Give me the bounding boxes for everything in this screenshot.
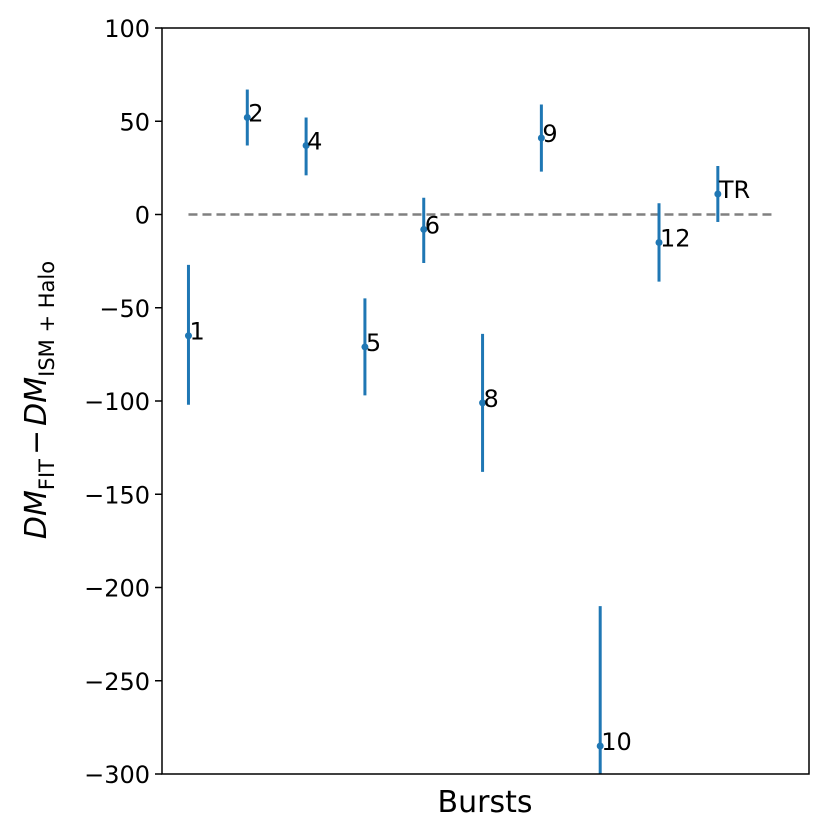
data-point-6 [420, 225, 428, 233]
point-label-2: 2 [248, 100, 263, 128]
point-label-6: 6 [425, 211, 440, 239]
series-group [184, 89, 776, 774]
y-label-sub-1: FIT [35, 459, 59, 490]
data-point-9 [537, 134, 545, 142]
data-point-1 [184, 332, 192, 340]
data-point-TR [714, 190, 722, 198]
y-tick-label: 50 [119, 108, 150, 136]
point-label-10: 10 [601, 728, 632, 756]
y-label-minus: − [19, 430, 54, 455]
y-label-main-1: DM [19, 490, 54, 539]
point-label-TR: TR [718, 176, 750, 204]
y-tick-label: −150 [84, 481, 150, 509]
data-point-10 [596, 742, 604, 750]
data-point-12 [655, 238, 663, 246]
y-tick-label: −200 [84, 575, 150, 603]
y-tick-label: 100 [104, 15, 150, 43]
y-axis: 100 50 0 −50 −100 −150 −200 −250 −300 [84, 15, 162, 789]
point-label-5: 5 [366, 329, 381, 357]
y-axis-label: DMFIT−DMISM + Halo [19, 261, 59, 539]
data-point-5 [361, 343, 369, 351]
data-point-4 [302, 141, 310, 149]
point-label-4: 4 [307, 127, 322, 155]
data-point-8 [479, 399, 487, 407]
y-tick-label: −50 [99, 295, 150, 323]
point-label-12: 12 [660, 224, 691, 252]
y-label-sub-2: ISM + Halo [35, 261, 59, 377]
y-tick-label: 0 [135, 202, 150, 230]
data-point-2 [243, 114, 251, 122]
x-axis-label: Bursts [438, 785, 533, 820]
y-tick-label: −250 [84, 668, 150, 696]
point-label-9: 9 [542, 120, 557, 148]
y-tick-label: −100 [84, 388, 150, 416]
point-label-8: 8 [484, 385, 499, 413]
y-label-main-2: DM [19, 377, 54, 426]
y-tick-label: −300 [84, 761, 150, 789]
point-label-1: 1 [189, 318, 204, 346]
